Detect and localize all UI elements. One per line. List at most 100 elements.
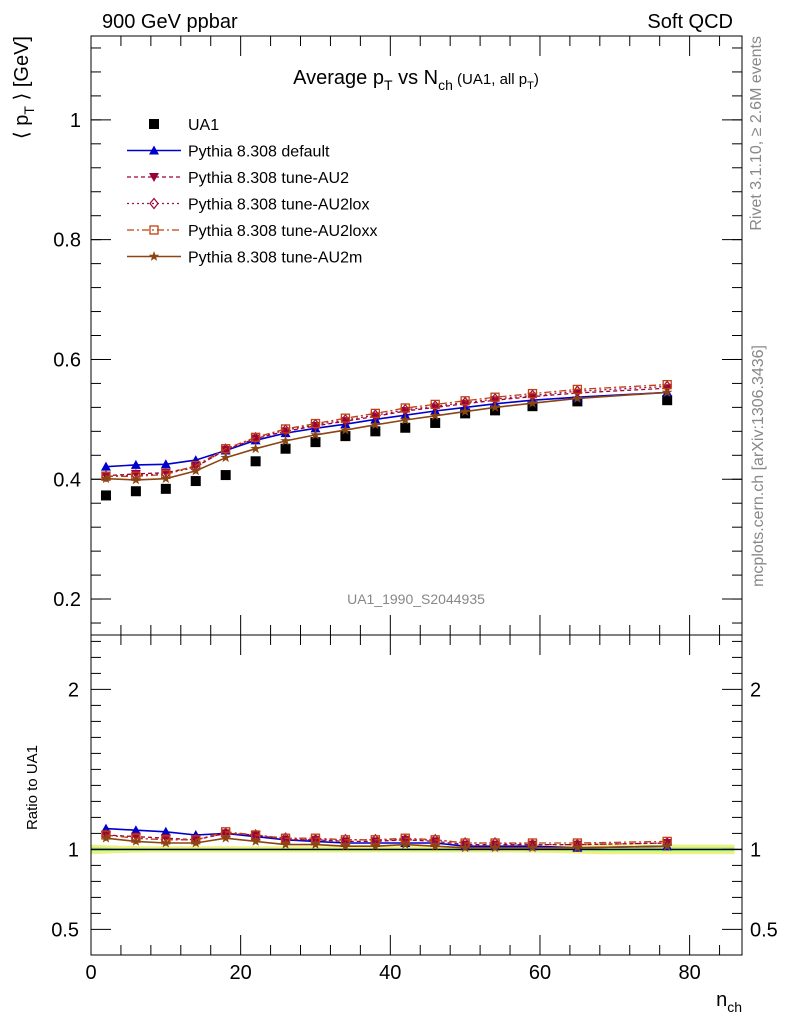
point-AU2loxx [460,396,470,406]
point-AU2lox [101,470,111,483]
point-AU2m [130,474,142,485]
point-default [100,461,111,471]
plot-title: Average pT vs Nch (UA1, all pT) [293,67,539,93]
ratio-point-AU2m [220,832,231,843]
ratio-point-AU2m [370,840,381,851]
point-AU2m [527,397,538,408]
main-ytick-label: 1 [70,110,81,132]
xtick-label: 80 [678,962,700,984]
point-default [130,459,141,469]
legend: UA1 Pythia 8.308 default Pythia 8.308 tune… [127,117,377,267]
ratio-frame [90,634,743,956]
point-data [310,437,321,448]
point-data [160,483,171,494]
series-AU2 [100,384,673,481]
point-data [220,470,231,481]
point-data [130,486,141,497]
ratio-point-AU2m [489,842,501,853]
point-AU2m [280,435,291,446]
point-AU2m [430,410,441,421]
point-data [662,395,673,406]
legend-label-AU2loxx: Pythia 8.308 tune-AU2loxx [188,223,377,240]
x-axis-label: nch [716,989,742,1015]
point-AU2loxx [280,424,291,434]
ratio-point-AU2m [190,837,201,848]
legend-marker-AU2loxx [149,225,159,235]
series-default [100,387,673,471]
ratio-ytick-label-right: 2 [750,679,761,701]
legend-marker-data [149,119,159,129]
ratio-point-AU2m [459,842,471,853]
point-AU2m [310,429,321,440]
ratio-ytick-label-left: 2 [68,679,79,701]
legend-label-AU2lox: Pythia 8.308 tune-AU2lox [188,197,369,214]
legend-label-AU2m: Pythia 8.308 tune-AU2m [188,250,362,267]
point-data [280,443,291,454]
ratio-point-AU2m [280,839,291,849]
ratio-ytick-label-right: 0.5 [750,919,778,941]
ratio-ytick-label-right: 1 [750,839,761,861]
ratio-point-AU2m [661,840,673,851]
ratio-point-AU2m [310,839,321,849]
point-AU2m [220,452,231,463]
rivet-label: Rivet 3.1.10, ≥ 2.6M events [748,36,765,231]
ratio-line-AU2loxx [105,831,668,844]
mcplots-label: mcplots.cern.ch [arXiv:1306.3436] [750,345,767,587]
point-AU2m [661,386,673,397]
point-AU2loxx [430,399,440,410]
point-data [100,490,111,501]
ratio-point-AU2m [250,835,261,846]
ratio-point-default [130,825,141,835]
y-axis-label: ⟨ pT ⟩ [GeV] [11,36,37,139]
point-AU2m [340,424,351,435]
legend-marker-AU2lox [149,197,159,210]
point-data [490,405,501,416]
ratio-point-AU2m [400,839,411,849]
legend-label-data: UA1 [188,117,219,134]
point-AU2m [459,406,471,416]
point-AU2m [250,443,261,454]
point-AU2loxx [490,392,500,402]
xtick-label: 0 [85,962,96,984]
point-AU2loxx [527,388,538,399]
ratio-point-default [160,826,171,836]
xtick-label: 60 [529,962,551,984]
point-AU2loxx [310,418,321,429]
point-AU2m [400,414,411,425]
main-ytick-label: 0.4 [53,469,81,491]
main-ytick-label: 0.6 [53,349,81,371]
point-data [527,401,538,412]
ratio-point-AU2m [340,840,351,851]
point-data [250,456,261,467]
series-AU2m [100,386,673,485]
main-ytick-label: 0.2 [53,589,81,611]
series-line-AU2 [105,387,668,477]
series-line-AU2lox [105,385,668,477]
ratio-axis-label: Ratio to UA1 [24,745,41,830]
point-AU2m [190,465,201,476]
series-AU2loxx [101,379,672,481]
xtick-label: 20 [230,962,252,984]
point-AU2m [100,473,112,484]
ratio-point-AU2m [572,842,583,853]
series-data [100,395,673,501]
ratio-point-AU2m [430,840,441,851]
ratio-point-default [100,823,111,833]
point-AU2loxx [370,408,380,419]
legend-marker-default [149,145,159,155]
point-AU2loxx [340,413,351,423]
ratio-ytick-label-left: 0.5 [51,919,79,941]
ratio-panel: 0.5 0.51 12 20 20 40 60 80 [51,634,778,984]
header-right: Soft QCD [647,11,733,33]
main-panel: 0.2 0.4 0.6 0.8 1 [53,35,743,636]
point-data [190,476,201,487]
legend-label-AU2: Pythia 8.308 tune-AU2 [188,170,349,187]
point-default [160,459,171,469]
ratio-ytick-label-left: 1 [68,839,79,861]
xtick-label: 40 [379,962,401,984]
main-ytick-label: 0.8 [53,230,81,252]
point-AU2loxx [400,403,410,413]
point-data [370,426,381,437]
point-data [340,431,351,442]
